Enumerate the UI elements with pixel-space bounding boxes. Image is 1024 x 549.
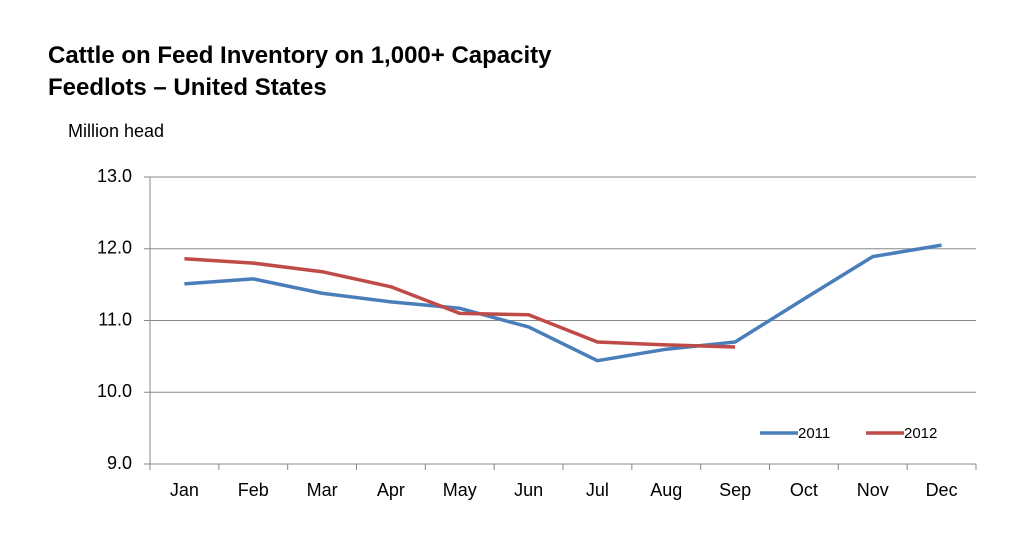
- series-line: [184, 257, 736, 349]
- x-tick-label: Nov: [857, 480, 889, 500]
- x-tick-label: May: [443, 480, 477, 500]
- y-axis-label: Million head: [68, 121, 164, 141]
- x-tick-label: Jun: [514, 480, 543, 500]
- y-tick-label: 9.0: [107, 453, 132, 473]
- legend-label: 2011: [798, 425, 830, 442]
- y-tick-label: 12.0: [97, 238, 132, 258]
- y-tick-label: 13.0: [97, 166, 132, 186]
- x-tick-label: Dec: [926, 480, 958, 500]
- x-tick-label: Jan: [170, 480, 199, 500]
- x-tick-label: Oct: [790, 480, 818, 500]
- x-tick-label: Mar: [307, 480, 338, 500]
- y-tick-label: 11.0: [98, 309, 132, 329]
- x-tick-label: Aug: [650, 480, 682, 500]
- series-line: [184, 243, 942, 363]
- y-tick-label: 10.0: [97, 381, 132, 401]
- legend-label: 2012: [904, 425, 937, 442]
- x-tick-label: Sep: [719, 480, 751, 500]
- x-tick-label: Feb: [238, 480, 269, 500]
- x-tick-label: Apr: [377, 480, 405, 500]
- x-tick-label: Jul: [586, 480, 609, 500]
- chart-title: Cattle on Feed Inventory on 1,000+ Capac…: [48, 42, 552, 101]
